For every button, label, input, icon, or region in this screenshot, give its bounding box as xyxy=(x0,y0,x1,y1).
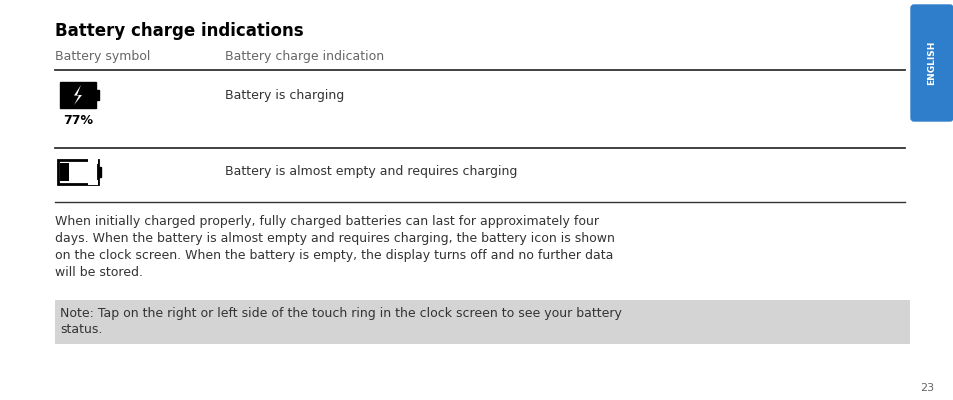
Text: Battery is charging: Battery is charging xyxy=(225,88,344,102)
FancyBboxPatch shape xyxy=(910,5,952,121)
Bar xyxy=(88,159,98,164)
Bar xyxy=(88,180,98,185)
Text: ENGLISH: ENGLISH xyxy=(926,41,936,85)
Bar xyxy=(58,160,98,184)
Text: will be stored.: will be stored. xyxy=(55,266,143,279)
Text: Battery symbol: Battery symbol xyxy=(55,50,151,63)
Text: status.: status. xyxy=(60,323,102,336)
Text: Battery charge indication: Battery charge indication xyxy=(225,50,384,63)
Bar xyxy=(60,82,96,108)
Bar xyxy=(55,300,909,344)
Bar xyxy=(60,163,69,181)
Text: days. When the battery is almost empty and requires charging, the battery icon i: days. When the battery is almost empty a… xyxy=(55,232,615,245)
Text: 23: 23 xyxy=(919,383,933,393)
Text: Battery charge indications: Battery charge indications xyxy=(55,22,303,40)
Text: When initially charged properly, fully charged batteries can last for approximat: When initially charged properly, fully c… xyxy=(55,215,598,228)
Text: on the clock screen. When the battery is empty, the display turns off and no fur: on the clock screen. When the battery is… xyxy=(55,249,613,262)
Text: Note: Tap on the right or left side of the touch ring in the clock screen to see: Note: Tap on the right or left side of t… xyxy=(60,307,621,320)
Text: 77%: 77% xyxy=(63,114,92,127)
Polygon shape xyxy=(74,85,82,105)
Bar xyxy=(96,90,99,100)
Bar xyxy=(98,167,101,177)
Text: Battery is almost empty and requires charging: Battery is almost empty and requires cha… xyxy=(225,166,517,178)
